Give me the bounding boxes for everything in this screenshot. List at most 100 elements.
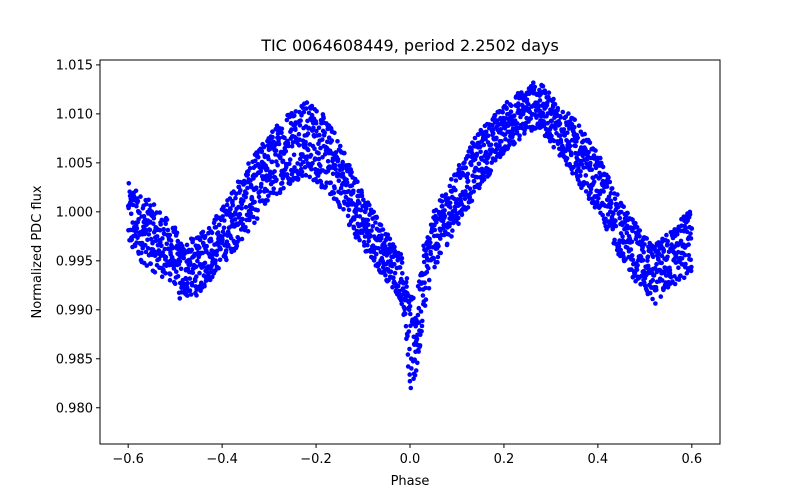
data-point (686, 253, 692, 258)
data-point (322, 130, 328, 135)
data-point (247, 166, 253, 171)
data-point (267, 174, 273, 179)
data-point (583, 173, 589, 178)
data-point (498, 127, 504, 132)
data-point (266, 193, 271, 199)
data-point (167, 232, 173, 238)
data-point (420, 293, 426, 298)
data-point (366, 238, 372, 244)
data-point (448, 205, 453, 210)
data-points (125, 80, 695, 391)
data-point (447, 183, 453, 189)
data-point (172, 225, 178, 231)
data-point (658, 294, 664, 299)
data-point (469, 162, 474, 168)
data-point (489, 160, 495, 165)
data-point (365, 217, 371, 223)
data-point (318, 179, 324, 184)
data-point (385, 232, 391, 237)
data-point (154, 210, 159, 215)
data-point (145, 237, 150, 243)
data-point (383, 272, 388, 278)
data-point (447, 221, 453, 226)
data-point (625, 210, 630, 216)
data-point (269, 159, 275, 165)
data-point (597, 170, 602, 176)
data-point (423, 285, 428, 291)
data-point (159, 243, 164, 249)
data-point (615, 192, 620, 197)
data-point (645, 254, 651, 259)
data-point (387, 236, 393, 242)
data-point (239, 206, 244, 211)
data-point (359, 193, 365, 199)
data-point (306, 125, 312, 131)
data-point (204, 243, 209, 249)
data-point (583, 189, 589, 194)
data-point (432, 264, 437, 270)
data-point (421, 259, 427, 265)
data-point (572, 124, 577, 130)
data-point (660, 278, 665, 283)
data-point (404, 284, 409, 289)
x-axis-label: Phase (391, 474, 430, 489)
data-point (159, 274, 165, 280)
data-point (566, 111, 571, 116)
data-point (273, 148, 279, 153)
data-point (471, 178, 477, 184)
data-point (172, 281, 178, 287)
data-point (593, 148, 598, 153)
data-point (668, 274, 674, 280)
data-point (591, 179, 597, 185)
data-point (629, 253, 635, 258)
data-point (213, 258, 218, 263)
data-point (321, 115, 326, 121)
data-point (181, 255, 186, 260)
data-point (531, 80, 536, 85)
data-point (524, 125, 529, 130)
data-point (417, 343, 423, 348)
data-point (566, 140, 572, 145)
data-point (320, 155, 325, 160)
data-point (644, 236, 649, 241)
data-point (436, 243, 441, 249)
data-point (332, 130, 337, 136)
data-point (440, 203, 445, 209)
data-point (175, 238, 181, 244)
data-point (633, 220, 638, 226)
data-point (367, 202, 372, 208)
data-point (146, 197, 151, 203)
data-point (185, 293, 190, 298)
y-tick-label: 1.015 (56, 58, 93, 73)
data-point (163, 271, 168, 276)
data-point (319, 182, 325, 188)
data-point (201, 264, 206, 269)
data-point (469, 198, 475, 204)
data-point (565, 130, 570, 135)
data-point (656, 240, 661, 245)
data-point (612, 196, 618, 202)
data-point (138, 194, 143, 199)
data-point (435, 259, 440, 265)
data-point (188, 262, 193, 268)
data-point (151, 215, 157, 221)
data-point (532, 84, 538, 90)
data-point (477, 185, 482, 191)
data-point (563, 148, 568, 154)
data-point (247, 214, 252, 220)
data-point (586, 150, 591, 155)
data-point (370, 224, 376, 229)
data-point (588, 160, 593, 166)
data-point (300, 160, 306, 165)
data-point (266, 156, 271, 162)
data-point (432, 227, 438, 233)
data-point (144, 201, 149, 207)
data-point (399, 260, 405, 265)
data-point (618, 247, 623, 253)
data-point (407, 346, 412, 352)
data-point (179, 290, 184, 295)
data-point (270, 129, 275, 134)
data-point (265, 198, 270, 203)
data-point (316, 156, 322, 162)
